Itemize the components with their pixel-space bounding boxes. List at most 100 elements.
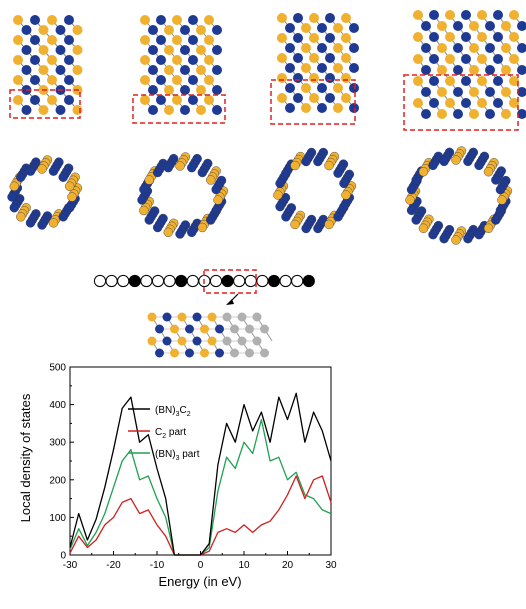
nitrogen-atom <box>58 212 68 222</box>
nitrogen-atom <box>474 229 484 240</box>
bn-site <box>233 274 246 288</box>
nitrogen-atom <box>156 35 166 45</box>
carbon-atom <box>230 348 239 358</box>
nitrogen-atom <box>211 205 221 216</box>
boron-atom <box>38 105 49 115</box>
nanotube-side-view-1 <box>9 15 83 119</box>
boron-atom <box>324 160 334 171</box>
boron-atom <box>477 10 487 20</box>
boron-atom <box>204 15 214 25</box>
boron-atom <box>139 205 149 216</box>
nitrogen-atom <box>453 109 463 119</box>
boron-atom <box>413 76 423 86</box>
bn-site <box>163 274 176 288</box>
nitrogen-atom <box>285 103 295 113</box>
nitrogen-atom <box>55 105 66 115</box>
nitrogen-atom <box>453 21 463 31</box>
atom-chain-diagram <box>93 274 315 288</box>
highlight-box-2 <box>132 94 226 124</box>
boron-atom <box>509 54 519 64</box>
bn-site <box>279 274 292 288</box>
boron-atom <box>13 75 23 85</box>
series-line-2 <box>69 418 332 556</box>
boron-atom <box>309 33 319 43</box>
boron-atom <box>324 219 334 230</box>
carbon-atom <box>252 336 262 346</box>
y-tick-label: 400 <box>49 400 66 411</box>
nitrogen-atom <box>349 43 359 53</box>
carbon-atom <box>237 312 247 322</box>
nitrogen-atom <box>421 109 431 119</box>
boron-atom <box>172 75 182 85</box>
boron-atom <box>277 73 287 83</box>
boron-atom <box>413 10 423 20</box>
nitrogen-atom <box>495 184 506 195</box>
boron-atom <box>477 98 487 108</box>
nitrogen-atom <box>30 35 40 45</box>
boron-atom <box>140 75 150 85</box>
nitrogen-atom <box>429 98 439 108</box>
boron-atom <box>405 195 415 205</box>
nitrogen-atom <box>21 45 32 55</box>
boron-atom <box>469 43 479 53</box>
nitrogen-atom <box>285 43 295 53</box>
carbon-atom <box>230 324 239 334</box>
boron-atom <box>72 65 83 75</box>
nitrogen-atom <box>406 205 417 216</box>
boron-atom <box>196 105 206 115</box>
bn-site <box>151 274 165 288</box>
boron-atom <box>13 55 23 65</box>
plot-frame <box>69 366 332 556</box>
nitrogen-atom <box>453 65 463 75</box>
nitrogen-atom <box>317 83 327 93</box>
nitrogen-atom <box>421 43 431 53</box>
nitrogen-atom <box>275 178 285 189</box>
bn-c-hybrid-sheet <box>147 312 273 358</box>
nitrogen-atom <box>212 105 222 115</box>
nitrogen-atom <box>188 35 198 45</box>
boron-atom <box>177 336 187 346</box>
nitrogen-atom <box>349 103 359 113</box>
nitrogen-atom <box>411 215 421 225</box>
nitrogen-atom <box>37 220 47 230</box>
nitrogen-atom <box>152 167 163 178</box>
nitrogen-atom <box>293 13 303 23</box>
boron-atom <box>301 43 311 53</box>
nitrogen-atom <box>429 10 439 20</box>
nitrogen-atom <box>175 229 185 239</box>
carbon-atom <box>245 348 254 358</box>
boron-atom <box>164 105 174 115</box>
nitrogen-atom <box>285 83 295 93</box>
boron-atom <box>38 25 49 35</box>
nitrogen-atom <box>192 312 202 322</box>
nitrogen-atom <box>485 43 495 53</box>
bn-site <box>117 274 130 288</box>
boron-atom <box>477 76 487 86</box>
nanotube-side-view-2 <box>132 15 226 124</box>
x-tick-label: 0 <box>198 560 204 571</box>
bn-site <box>93 274 107 288</box>
boron-atom <box>277 53 287 63</box>
nitrogen-atom <box>463 156 473 167</box>
x-tick-label: 10 <box>238 560 250 571</box>
boron-atom <box>47 15 57 25</box>
nitrogen-atom <box>325 33 335 43</box>
nitrogen-atom <box>155 324 164 334</box>
nitrogen-atom <box>139 184 149 195</box>
nitrogen-atom <box>349 23 359 33</box>
carbon-site <box>267 274 281 288</box>
nitrogen-atom <box>453 43 463 53</box>
boron-atom <box>469 21 479 31</box>
boron-atom <box>445 10 455 20</box>
nitrogen-atom <box>461 32 471 42</box>
nitrogen-atom <box>30 15 40 25</box>
nitrogen-atom <box>349 63 359 73</box>
boron-atom <box>164 85 174 95</box>
nitrogen-atom <box>215 324 224 334</box>
nitrogen-atom <box>180 45 190 55</box>
highlight-box-1 <box>9 89 81 119</box>
boron-atom <box>309 73 319 83</box>
boron-atom <box>65 181 75 191</box>
carbon-atom <box>222 312 232 322</box>
